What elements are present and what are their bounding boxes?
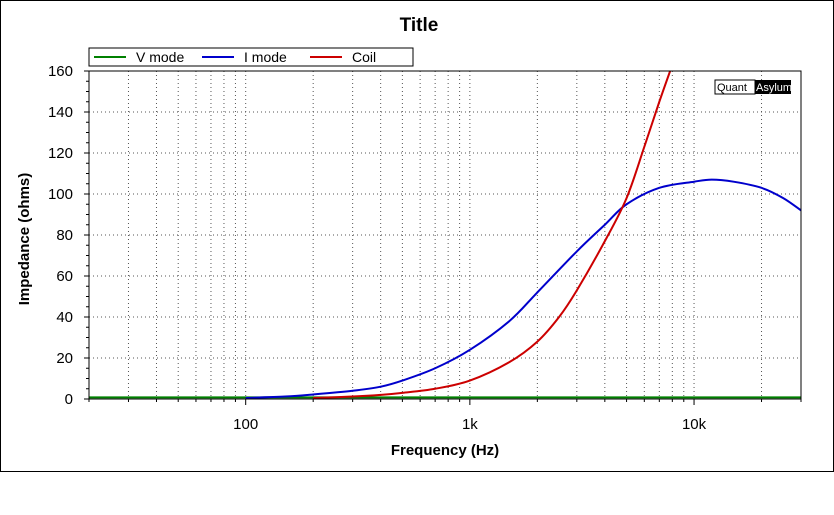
y-axis-label: Impedance (ohms) — [16, 173, 33, 306]
logo-text-left: Quant — [717, 82, 747, 94]
grid-lines — [88, 70, 802, 399]
x-tick-label: 100 — [233, 416, 258, 433]
legend-label: I mode — [244, 49, 287, 65]
chart-canvas: Title 0 20 40 60 80 100 120 140 160 100 1k 10k Fre… — [16, 15, 802, 459]
y-tick-label: 60 — [56, 268, 73, 285]
logo-text-right: Asylum — [756, 82, 792, 94]
x-axis-label: Frequency (Hz) — [391, 442, 499, 459]
x-tick-label: 1k — [462, 416, 478, 433]
x-axis-ticks: 100 1k 10k — [88, 399, 802, 433]
series-line-i-mode — [245, 178, 801, 399]
y-tick-label: 140 — [48, 104, 73, 121]
series-layer — [89, 71, 801, 399]
chart-frame: Title 0 20 40 60 80 100 120 140 160 100 1k 10k Fre… — [0, 0, 834, 472]
quantasylum-logo: Quant Asylum — [714, 79, 792, 95]
legend-label: Coil — [352, 49, 376, 65]
y-tick-label: 80 — [56, 227, 73, 244]
y-axis-ticks: 0 20 40 60 80 100 120 140 160 — [48, 63, 89, 408]
x-tick-label: 10k — [682, 416, 707, 433]
legend: V mode I mode Coil — [88, 47, 414, 67]
legend-box — [88, 47, 414, 67]
chart-title: Title — [400, 15, 439, 36]
y-tick-label: 100 — [48, 186, 73, 203]
y-tick-label: 0 — [65, 391, 73, 408]
y-tick-label: 160 — [48, 63, 73, 80]
y-tick-label: 20 — [56, 350, 73, 367]
y-tick-label: 40 — [56, 309, 73, 326]
series-line-coil — [313, 71, 672, 399]
y-tick-label: 120 — [48, 145, 73, 162]
legend-label: V mode — [136, 49, 184, 65]
